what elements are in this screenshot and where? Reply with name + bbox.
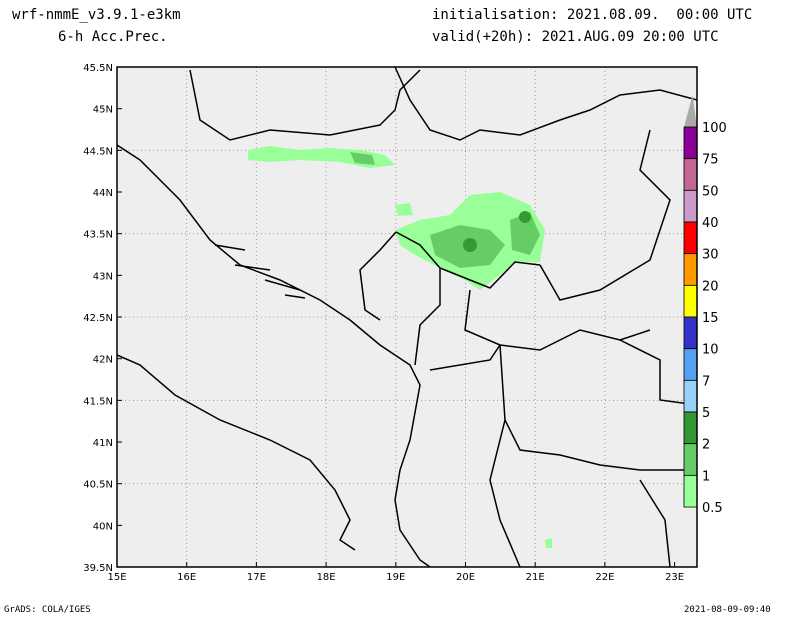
lat-tick-label: 45N [93,105,113,116]
lon-tick-label: 21E [526,572,545,583]
lon-tick-label: 17E [247,572,266,583]
model-title: wrf-nmmE_v3.9.1-e3km [12,7,181,23]
colorbar-label: 10 [702,343,719,358]
coastlines-borders [116,66,698,568]
valid-time: valid(+20h): 2021.AUG.09 20:00 UTC [432,29,719,45]
footer-credit: GrADS: COLA/IGES [4,605,91,615]
axis-ticks: 15E 16E 17E 18E 19E 20E 21E 22E 23E 45.5N 45N 44.5N… [83,63,684,583]
colorbar-swatch [683,126,698,160]
colorbar-swatch [683,474,698,508]
colorbar-label: 50 [702,184,719,199]
colorbar-label: 75 [702,153,719,168]
lon-tick-label: 20E [456,572,475,583]
colorbar-label: 0.5 [702,501,723,516]
lon-tick-label: 23E [665,572,684,583]
lat-tick-label: 43.5N [83,230,113,241]
footer-timestamp: 2021-08-09-09:40 [684,605,771,615]
field-title: 6-h Acc.Prec. [58,29,168,45]
colorbar-swatch [683,253,698,286]
lat-tick-label: 42.5N [83,313,113,324]
init-time: initialisation: 2021.08.09. 00:00 UTC [432,7,753,23]
colorbar-label: 40 [702,216,719,231]
colorbar-swatch [683,284,698,318]
colorbar-label: 20 [702,279,719,294]
colorbar-label: 100 [702,121,727,136]
lat-tick-label: 40N [93,521,113,532]
colorbar-swatch [683,411,698,445]
colorbar-swatch [683,158,698,191]
lat-tick-label: 42N [93,355,113,366]
colorbar-label: 1 [702,469,710,484]
colorbar-swatch [683,189,698,223]
colorbar-swatch [683,443,698,476]
lat-tick-label: 44.5N [83,146,113,157]
lat-tick-label: 40.5N [83,480,113,491]
lat-tick-label: 43N [93,271,113,282]
colorbar-label: 15 [702,311,719,326]
lon-tick-label: 16E [177,572,196,583]
colorbar-label: 7 [702,374,710,389]
lon-tick-label: 19E [386,572,405,583]
lat-tick-label: 41N [93,438,113,449]
lat-tick-label: 45.5N [83,63,113,74]
gridlines [117,67,697,567]
precip-areas [248,146,552,548]
colorbar-label: 2 [702,438,710,453]
colorbar-swatch [683,316,698,350]
lat-tick-label: 41.5N [83,396,113,407]
colorbar-swatch [683,348,698,381]
lon-tick-label: 18E [317,572,336,583]
colorbar-swatch [683,379,698,413]
colorbar-swatch [683,221,698,255]
lat-tick-label: 44N [93,188,113,199]
colorbar-label: 5 [702,406,710,421]
colorbar-label: 30 [702,248,719,263]
lat-tick-label: 39.5N [83,563,113,574]
colorbar-overflow-triangle [684,95,697,127]
lon-tick-label: 22E [595,572,614,583]
lon-tick-label: 15E [107,572,126,583]
